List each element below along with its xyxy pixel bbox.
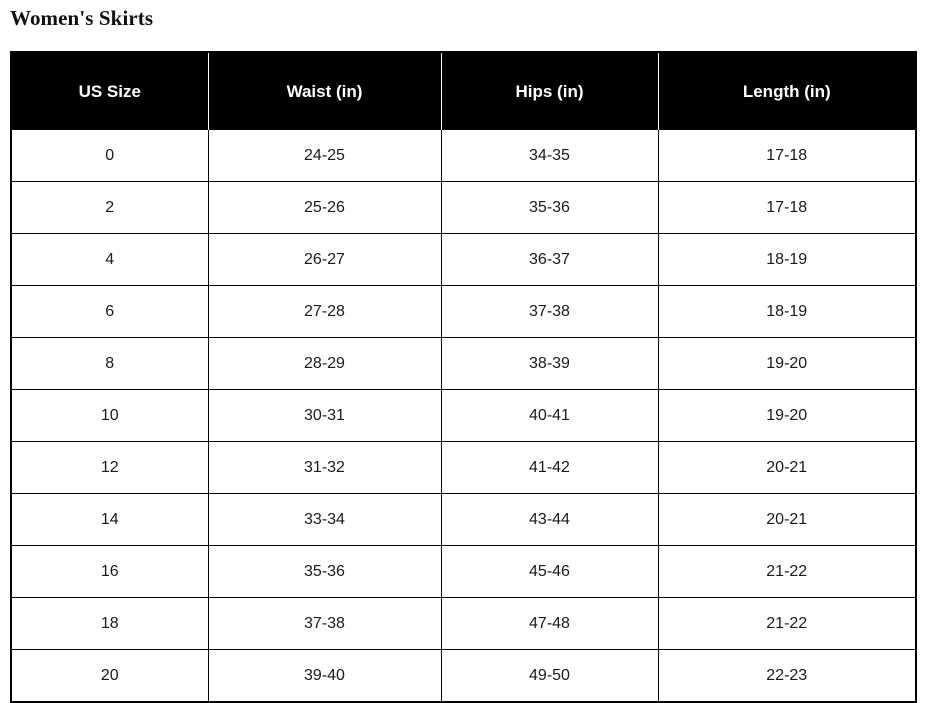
- cell-length: 17-18: [658, 181, 916, 234]
- table-row: 20 39-40 49-50 22-23: [11, 649, 916, 702]
- table-row: 6 27-28 37-38 18-19: [11, 285, 916, 338]
- cell-us-size: 4: [11, 233, 209, 286]
- cell-hips: 38-39: [441, 337, 659, 390]
- table-row: 2 25-26 35-36 17-18: [11, 181, 916, 234]
- table-head: US Size Waist (in) Hips (in) Length (in): [11, 52, 916, 130]
- column-header-us-size: US Size: [11, 52, 209, 130]
- table-row: 8 28-29 38-39 19-20: [11, 337, 916, 390]
- cell-hips: 45-46: [441, 545, 659, 598]
- cell-waist: 24-25: [208, 130, 442, 182]
- cell-hips: 34-35: [441, 130, 659, 182]
- cell-length: 19-20: [658, 389, 916, 442]
- cell-waist: 28-29: [208, 337, 442, 390]
- size-chart-table: US Size Waist (in) Hips (in) Length (in)…: [10, 51, 917, 703]
- table-row: 14 33-34 43-44 20-21: [11, 493, 916, 546]
- cell-hips: 36-37: [441, 233, 659, 286]
- cell-us-size: 6: [11, 285, 209, 338]
- cell-waist: 37-38: [208, 597, 442, 650]
- cell-hips: 40-41: [441, 389, 659, 442]
- cell-us-size: 2: [11, 181, 209, 234]
- cell-length: 20-21: [658, 493, 916, 546]
- cell-length: 18-19: [658, 285, 916, 338]
- cell-hips: 41-42: [441, 441, 659, 494]
- cell-waist: 31-32: [208, 441, 442, 494]
- cell-hips: 43-44: [441, 493, 659, 546]
- cell-us-size: 20: [11, 649, 209, 702]
- cell-waist: 39-40: [208, 649, 442, 702]
- column-header-hips: Hips (in): [441, 52, 659, 130]
- size-chart-container: US Size Waist (in) Hips (in) Length (in)…: [10, 51, 917, 703]
- cell-waist: 26-27: [208, 233, 442, 286]
- column-header-waist: Waist (in): [208, 52, 442, 130]
- cell-length: 22-23: [658, 649, 916, 702]
- cell-length: 21-22: [658, 545, 916, 598]
- page-title: Women's Skirts: [10, 6, 154, 30]
- cell-us-size: 16: [11, 545, 209, 598]
- table-row: 10 30-31 40-41 19-20: [11, 389, 916, 442]
- cell-waist: 27-28: [208, 285, 442, 338]
- cell-waist: 33-34: [208, 493, 442, 546]
- cell-us-size: 10: [11, 389, 209, 442]
- table-row: 18 37-38 47-48 21-22: [11, 597, 916, 650]
- cell-us-size: 0: [11, 130, 209, 182]
- cell-length: 19-20: [658, 337, 916, 390]
- table-body: 0 24-25 34-35 17-18 2 25-26 35-36 17-18 4 26-27 36…: [11, 130, 916, 702]
- cell-length: 20-21: [658, 441, 916, 494]
- cell-waist: 35-36: [208, 545, 442, 598]
- table-row: 16 35-36 45-46 21-22: [11, 545, 916, 598]
- cell-waist: 25-26: [208, 181, 442, 234]
- column-header-length: Length (in): [658, 52, 916, 130]
- cell-length: 21-22: [658, 597, 916, 650]
- cell-length: 18-19: [658, 233, 916, 286]
- cell-us-size: 8: [11, 337, 209, 390]
- cell-us-size: 14: [11, 493, 209, 546]
- cell-us-size: 12: [11, 441, 209, 494]
- table-row: 12 31-32 41-42 20-21: [11, 441, 916, 494]
- table-row: 0 24-25 34-35 17-18: [11, 130, 916, 182]
- cell-hips: 37-38: [441, 285, 659, 338]
- cell-hips: 47-48: [441, 597, 659, 650]
- cell-us-size: 18: [11, 597, 209, 650]
- cell-hips: 49-50: [441, 649, 659, 702]
- table-row: 4 26-27 36-37 18-19: [11, 233, 916, 286]
- table-header-row: US Size Waist (in) Hips (in) Length (in): [11, 52, 916, 130]
- cell-waist: 30-31: [208, 389, 442, 442]
- cell-hips: 35-36: [441, 181, 659, 234]
- cell-length: 17-18: [658, 130, 916, 182]
